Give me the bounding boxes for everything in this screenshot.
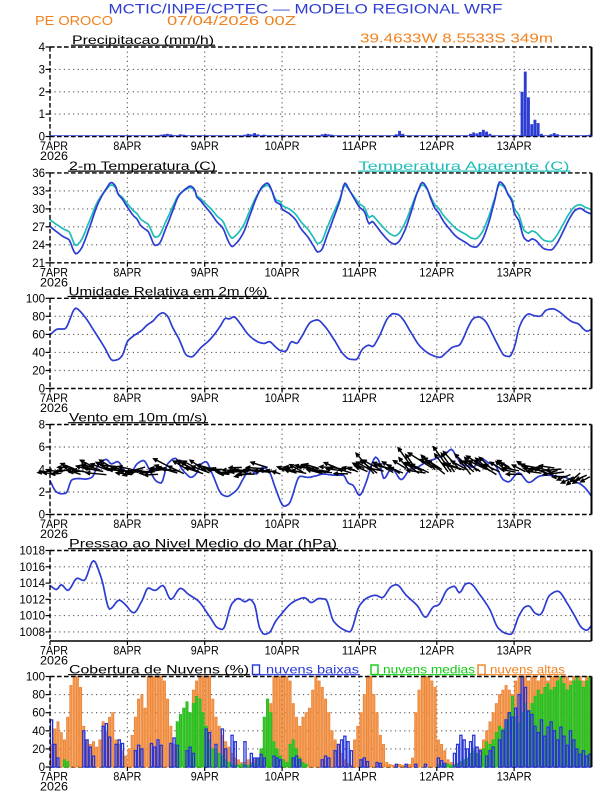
svg-text:Vento em 10m (m/s): Vento em 10m (m/s) [69, 411, 207, 425]
svg-text:Umidade Relativa em 2m (%): Umidade Relativa em 2m (%) [69, 284, 268, 298]
svg-text:20: 20 [32, 744, 45, 756]
svg-text:8APR: 8APR [113, 393, 141, 405]
svg-text:4: 4 [39, 42, 46, 54]
svg-text:10APR: 10APR [265, 141, 300, 153]
svg-text:13APR: 13APR [497, 772, 532, 784]
svg-text:7APR: 7APR [40, 267, 68, 279]
svg-text:11APR: 11APR [342, 646, 377, 658]
svg-text:1016: 1016 [19, 562, 45, 574]
svg-text:11APR: 11APR [342, 393, 377, 405]
svg-text:8APR: 8APR [113, 646, 141, 658]
svg-text:7APR: 7APR [40, 646, 68, 658]
svg-text:13APR: 13APR [497, 393, 532, 405]
svg-text:7APR: 7APR [40, 772, 68, 784]
svg-text:0: 0 [39, 384, 45, 396]
svg-text:7APR: 7APR [40, 141, 68, 153]
svg-text:2026: 2026 [40, 403, 68, 415]
svg-text:07/04/2026 00Z: 07/04/2026 00Z [167, 13, 296, 28]
svg-text:11APR: 11APR [342, 141, 377, 153]
svg-text:2026: 2026 [40, 277, 68, 289]
svg-text:nuvens altas: nuvens altas [490, 663, 565, 677]
svg-text:21: 21 [32, 258, 45, 270]
svg-text:12APR: 12APR [419, 646, 454, 658]
svg-text:Cobertura de Nuvens (%): Cobertura de Nuvens (%) [69, 663, 249, 677]
svg-text:9APR: 9APR [191, 267, 219, 279]
svg-text:8APR: 8APR [113, 267, 141, 279]
svg-text:40: 40 [32, 347, 45, 359]
svg-text:11APR: 11APR [342, 267, 377, 279]
svg-text:3: 3 [39, 64, 45, 76]
svg-text:Precipitacao (mm/h): Precipitacao (mm/h) [72, 33, 214, 47]
svg-text:7APR: 7APR [40, 393, 68, 405]
svg-text:60: 60 [32, 708, 45, 720]
svg-text:11APR: 11APR [342, 519, 377, 531]
svg-text:12APR: 12APR [419, 267, 454, 279]
svg-text:8: 8 [39, 420, 45, 432]
svg-text:9APR: 9APR [191, 141, 219, 153]
svg-text:Pressao ao Nivel Medio do Mar: Pressao ao Nivel Medio do Mar (hPa) [69, 537, 337, 551]
svg-text:33: 33 [32, 186, 45, 198]
svg-text:100: 100 [26, 293, 45, 305]
svg-text:1008: 1008 [19, 627, 45, 639]
svg-text:12APR: 12APR [419, 141, 454, 153]
svg-text:2: 2 [39, 487, 45, 499]
svg-text:20: 20 [32, 366, 45, 378]
svg-text:12APR: 12APR [419, 519, 454, 531]
svg-text:80: 80 [32, 311, 45, 323]
svg-text:1012: 1012 [19, 594, 45, 606]
svg-text:8APR: 8APR [113, 141, 141, 153]
svg-text:PE OROCO: PE OROCO [35, 13, 113, 28]
svg-text:1014: 1014 [19, 578, 45, 590]
svg-text:8APR: 8APR [113, 519, 141, 531]
svg-text:36: 36 [32, 168, 45, 180]
svg-text:2026: 2026 [40, 782, 68, 793]
svg-text:0: 0 [39, 762, 45, 774]
svg-text:10APR: 10APR [265, 772, 300, 784]
svg-text:2026: 2026 [40, 529, 68, 541]
svg-text:2-m Temperatura (C): 2-m Temperatura (C) [69, 159, 216, 173]
svg-text:10APR: 10APR [265, 519, 300, 531]
svg-text:100: 100 [26, 672, 45, 684]
svg-text:1018: 1018 [19, 546, 45, 558]
svg-text:60: 60 [32, 329, 45, 341]
svg-text:2: 2 [39, 87, 45, 99]
svg-text:7APR: 7APR [40, 519, 68, 531]
svg-text:10APR: 10APR [265, 267, 300, 279]
svg-text:24: 24 [32, 240, 45, 252]
svg-text:nuvens baixas: nuvens baixas [266, 663, 359, 677]
svg-text:6: 6 [39, 442, 45, 454]
svg-text:1: 1 [39, 109, 45, 121]
svg-text:0: 0 [39, 132, 45, 144]
svg-text:9APR: 9APR [191, 519, 219, 531]
svg-text:2026: 2026 [40, 656, 68, 668]
svg-text:10APR: 10APR [265, 393, 300, 405]
svg-text:0: 0 [39, 510, 45, 522]
svg-text:39.4633W 8.5533S 349m: 39.4633W 8.5533S 349m [360, 31, 553, 46]
svg-text:27: 27 [32, 222, 45, 234]
svg-text:13APR: 13APR [497, 519, 532, 531]
svg-text:13APR: 13APR [497, 141, 532, 153]
svg-text:nuvens medias: nuvens medias [383, 663, 475, 677]
svg-text:30: 30 [32, 204, 45, 216]
svg-text:2026: 2026 [40, 151, 68, 163]
svg-text:9APR: 9APR [191, 393, 219, 405]
svg-text:40: 40 [32, 726, 45, 738]
svg-text:4: 4 [39, 465, 46, 477]
svg-text:80: 80 [32, 690, 45, 702]
svg-text:1010: 1010 [19, 611, 45, 623]
svg-text:12APR: 12APR [419, 772, 454, 784]
svg-text:10APR: 10APR [265, 646, 300, 658]
svg-text:13APR: 13APR [497, 267, 532, 279]
svg-text:9APR: 9APR [191, 772, 219, 784]
svg-text:MCTIC/INPE/CPTEC — MODELO REGI: MCTIC/INPE/CPTEC — MODELO REGIONAL WRF [109, 1, 503, 17]
svg-text:11APR: 11APR [342, 772, 377, 784]
svg-text:Temperatura Aparente (C): Temperatura Aparente (C) [359, 159, 570, 173]
svg-text:8APR: 8APR [113, 772, 141, 784]
svg-text:12APR: 12APR [419, 393, 454, 405]
svg-text:9APR: 9APR [191, 646, 219, 658]
svg-text:13APR: 13APR [497, 646, 532, 658]
